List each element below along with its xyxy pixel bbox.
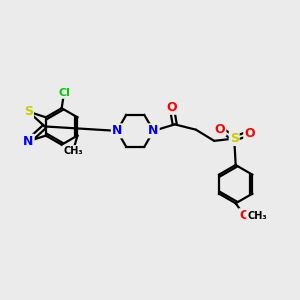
Text: S: S bbox=[230, 132, 239, 145]
Text: O: O bbox=[239, 209, 250, 222]
Text: CH₃: CH₃ bbox=[63, 146, 83, 156]
Text: O: O bbox=[244, 127, 255, 140]
Text: S: S bbox=[24, 105, 33, 118]
Text: N: N bbox=[23, 135, 34, 148]
Text: Cl: Cl bbox=[58, 88, 70, 98]
Text: N: N bbox=[148, 124, 159, 137]
Text: O: O bbox=[167, 101, 177, 114]
Text: CH₃: CH₃ bbox=[247, 211, 267, 221]
Text: N: N bbox=[112, 124, 122, 137]
Text: O: O bbox=[215, 123, 225, 136]
